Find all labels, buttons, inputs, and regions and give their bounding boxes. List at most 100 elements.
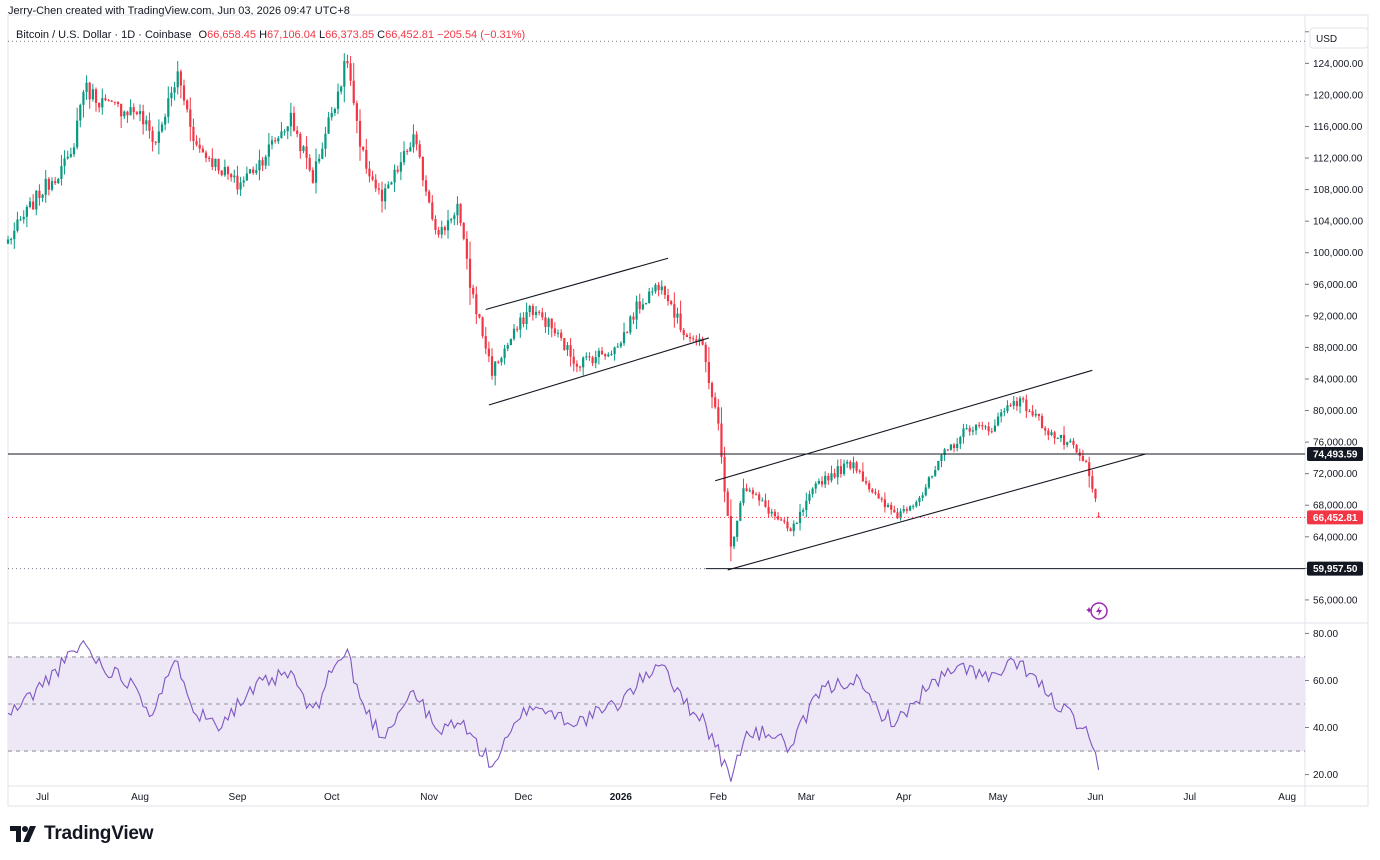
candle-body	[1040, 416, 1044, 429]
candle	[824, 471, 827, 489]
candle-body	[1003, 411, 1006, 413]
lightning-icon[interactable]	[1086, 602, 1108, 620]
tradingview-logo[interactable]: TradingView	[10, 823, 154, 845]
candle-body	[934, 470, 937, 477]
candle	[142, 104, 145, 135]
price-tick-label: 64,000.00	[1313, 532, 1358, 543]
candle	[805, 492, 808, 518]
candle	[50, 177, 54, 192]
rsi-pane: 20.00 40.00 60.00 80.00	[7, 629, 1338, 782]
candle	[519, 312, 522, 338]
candle	[930, 475, 934, 479]
candle-body	[1094, 488, 1097, 499]
price-tick-label: 72,000.00	[1313, 469, 1358, 480]
candle-body	[289, 112, 292, 127]
candle-body	[252, 169, 255, 173]
candle-body	[506, 345, 509, 349]
candle-body	[434, 219, 437, 230]
candle-body	[890, 504, 893, 510]
candle	[343, 53, 346, 103]
candle-body	[299, 133, 302, 152]
candle	[25, 204, 28, 228]
candle-body	[541, 312, 544, 318]
candle	[956, 437, 959, 452]
candle-body	[437, 229, 440, 235]
candle-body	[135, 112, 138, 115]
candle-body	[600, 350, 604, 355]
currency-box[interactable]: USD	[1309, 27, 1369, 49]
trend-line[interactable]	[485, 257, 669, 311]
trend-line[interactable]	[488, 337, 710, 406]
candle	[968, 425, 971, 436]
candle-body	[817, 481, 820, 484]
candle-body	[588, 356, 591, 358]
candle-body	[35, 190, 38, 210]
candle	[242, 176, 245, 187]
candle	[1072, 437, 1075, 449]
candle-body	[201, 148, 204, 153]
candle	[714, 392, 717, 409]
symbol-title: Bitcoin / U.S. Dollar · 1D · Coinbase	[16, 29, 192, 41]
candle-body	[745, 488, 748, 491]
candle-body	[993, 425, 997, 432]
candle	[745, 483, 748, 492]
candle	[792, 520, 795, 537]
candle-body	[25, 206, 28, 217]
candle-body	[1028, 411, 1031, 413]
trend-line[interactable]	[715, 369, 1093, 482]
candle	[32, 194, 35, 210]
candle-body	[971, 430, 975, 432]
candle-body	[1012, 401, 1015, 406]
candle	[340, 85, 343, 95]
candle	[66, 150, 69, 160]
price-label: 74,493.59	[1307, 446, 1363, 461]
candle-body	[424, 180, 428, 192]
candle-body	[858, 470, 861, 472]
candle	[871, 487, 874, 494]
candle-body	[1097, 515, 1100, 518]
close-value: 66,452.81	[385, 29, 435, 41]
candle	[560, 329, 563, 341]
candle-body	[984, 426, 987, 428]
candle-body	[446, 220, 450, 231]
candle-body	[792, 523, 795, 532]
candle	[764, 493, 767, 508]
candle	[286, 126, 289, 140]
candle-body	[519, 317, 522, 330]
candle-body	[717, 407, 720, 424]
candle	[16, 211, 19, 233]
candle-body	[522, 317, 525, 325]
candle-body	[974, 424, 978, 431]
candle-body	[63, 158, 66, 166]
candle	[736, 520, 739, 542]
candle-body	[1034, 413, 1037, 416]
candle-body	[277, 138, 280, 142]
candle	[1059, 434, 1063, 443]
rsi-line	[7, 639, 1100, 782]
candle	[616, 343, 619, 348]
candle-body	[742, 488, 745, 504]
candle	[538, 310, 541, 316]
trend-line[interactable]	[727, 453, 1146, 571]
candle	[594, 350, 597, 369]
candle	[138, 104, 142, 122]
candle	[154, 140, 157, 146]
candle-body	[842, 463, 846, 475]
candle	[13, 222, 16, 249]
candle	[431, 195, 434, 221]
candle	[468, 241, 472, 305]
candle-body	[764, 500, 767, 507]
candle-body	[776, 516, 780, 520]
candle-body	[214, 158, 217, 167]
high-label: H	[259, 29, 268, 41]
candle-body	[927, 477, 930, 488]
time-tick-label: Sep	[229, 792, 247, 803]
candle-body	[1050, 432, 1053, 436]
candle-body	[311, 170, 314, 183]
candle	[204, 150, 208, 163]
time-tick-label: Apr	[896, 792, 912, 803]
candle-body	[685, 334, 688, 337]
candle-body	[336, 91, 340, 109]
candle-body	[110, 100, 113, 102]
